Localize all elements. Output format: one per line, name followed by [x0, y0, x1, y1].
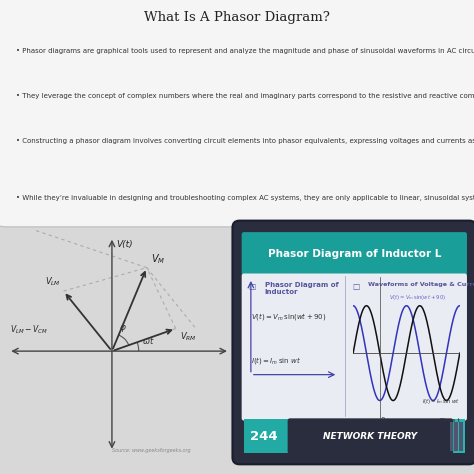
- FancyBboxPatch shape: [242, 273, 467, 420]
- Text: Phasor Diagram of
Inductor: Phasor Diagram of Inductor: [264, 282, 338, 295]
- Text: $V_{LM}$: $V_{LM}$: [45, 276, 61, 288]
- Text: Phasor Diagram of Inductor L: Phasor Diagram of Inductor L: [268, 249, 441, 259]
- FancyBboxPatch shape: [242, 232, 467, 276]
- FancyBboxPatch shape: [288, 419, 453, 454]
- Text: What Is A Phasor Diagram?: What Is A Phasor Diagram?: [144, 11, 330, 24]
- Text: Time t: Time t: [440, 418, 460, 423]
- Text: 244: 244: [250, 429, 277, 443]
- Text: $\omega t$: $\omega t$: [142, 335, 155, 346]
- Text: $V_{RM}$: $V_{RM}$: [180, 330, 197, 343]
- Text: • While they’re invaluable in designing and troubleshooting complex AC systems, : • While they’re invaluable in designing …: [16, 194, 474, 201]
- Bar: [450, 422, 454, 450]
- Text: $V_{LM} - V_{CM}$: $V_{LM} - V_{CM}$: [10, 323, 48, 336]
- Text: $V(t) = V_m\,\sin(wt+90)$: $V(t) = V_m\,\sin(wt+90)$: [251, 311, 326, 322]
- Text: • Phasor diagrams are graphical tools used to represent and analyze the magnitud: • Phasor diagrams are graphical tools us…: [16, 48, 474, 54]
- FancyBboxPatch shape: [232, 220, 474, 465]
- Text: NETWORK THEORY: NETWORK THEORY: [323, 431, 418, 440]
- FancyBboxPatch shape: [0, 0, 474, 227]
- Text: • Constructing a phasor diagram involves converting circuit elements into phasor: • Constructing a phasor diagram involves…: [16, 138, 474, 145]
- Bar: [244, 419, 288, 453]
- Bar: [459, 422, 463, 450]
- Bar: [454, 422, 458, 450]
- Text: Waveforms of Voltage & Current: Waveforms of Voltage & Current: [368, 282, 474, 287]
- Text: □: □: [248, 282, 256, 291]
- Text: Source: www.geeksforgeeks.org: Source: www.geeksforgeeks.org: [112, 447, 191, 453]
- Text: • They leverage the concept of complex numbers where the real and imaginary part: • They leverage the concept of complex n…: [16, 93, 474, 99]
- Text: V(t): V(t): [116, 240, 133, 249]
- Text: 0: 0: [381, 417, 385, 423]
- Text: $V(t)=V_m\,\sin(wt+90)$: $V(t)=V_m\,\sin(wt+90)$: [389, 293, 446, 302]
- Text: $\varphi$: $\varphi$: [119, 323, 127, 334]
- Text: $I(t) = I_m\,\sin\,wt$: $I(t) = I_m\,\sin\,wt$: [422, 397, 460, 406]
- Text: $I(t) = I_m\,\sin\,wt$: $I(t) = I_m\,\sin\,wt$: [251, 355, 301, 366]
- Text: □: □: [352, 282, 359, 291]
- Text: $V_M$: $V_M$: [151, 252, 165, 266]
- Bar: [244, 419, 465, 453]
